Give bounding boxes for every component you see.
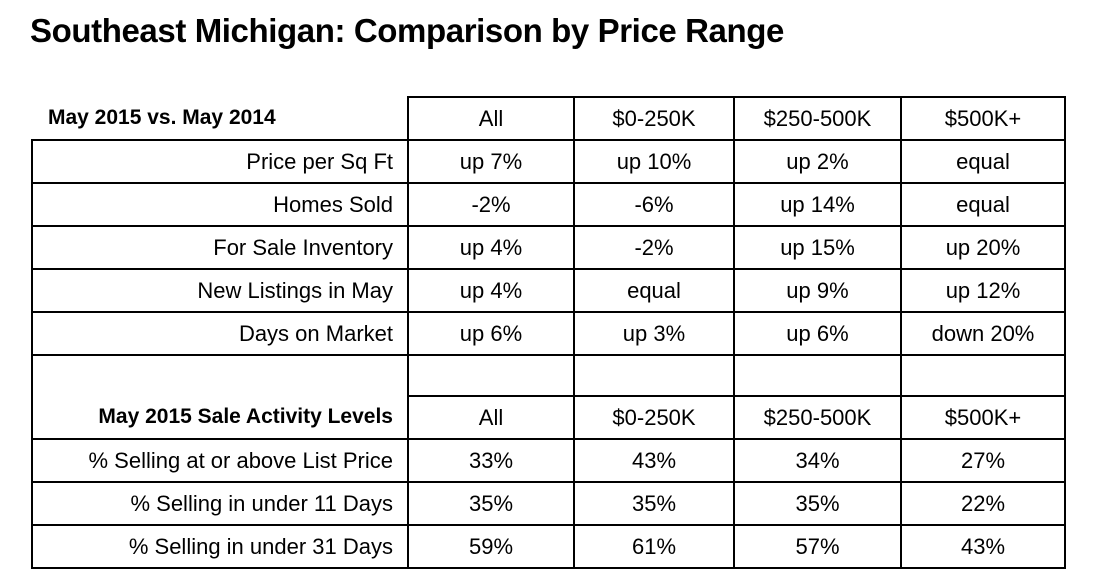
price-range-comparison-table: May 2015 vs. May 2014 All $0-250K $250-5… — [31, 96, 1066, 569]
page-title: Southeast Michigan: Comparison by Price … — [30, 12, 784, 49]
table-cell: up 15% — [733, 225, 902, 270]
table-cell: down 20% — [900, 311, 1066, 356]
row-label: % Selling in under 31 Days — [31, 524, 409, 569]
comparison-heading: May 2015 vs. May 2014 — [32, 97, 409, 141]
row-label: % Selling in under 11 Days — [31, 481, 409, 526]
table-cell: 22% — [900, 481, 1066, 526]
table-row: Price per Sq Ft up 7% up 10% up 2% equal — [31, 139, 1066, 184]
row-label: For Sale Inventory — [31, 225, 409, 270]
empty-cell — [407, 354, 575, 397]
empty-cell — [31, 354, 409, 396]
table-row: % Selling in under 31 Days 59% 61% 57% 4… — [31, 524, 1066, 569]
empty-cell — [900, 354, 1066, 397]
table-cell: up 2% — [733, 139, 902, 184]
column-header: $500K+ — [900, 96, 1066, 141]
spacer-row — [31, 354, 1066, 397]
empty-cell — [573, 354, 735, 397]
table-cell: 43% — [900, 524, 1066, 569]
table-cell: 35% — [733, 481, 902, 526]
row-label: Price per Sq Ft — [31, 139, 409, 184]
table-row: Days on Market up 6% up 3% up 6% down 20… — [31, 311, 1066, 356]
table-cell: 35% — [407, 481, 575, 526]
table-row: % Selling in under 11 Days 35% 35% 35% 2… — [31, 481, 1066, 526]
row-label: New Listings in May — [31, 268, 409, 313]
table-cell: up 20% — [900, 225, 1066, 270]
row-label: % Selling at or above List Price — [31, 438, 409, 483]
column-header: All — [407, 96, 575, 141]
column-header: All — [407, 395, 575, 440]
table-cell: 27% — [900, 438, 1066, 483]
table-cell: up 12% — [900, 268, 1066, 313]
table-cell: 34% — [733, 438, 902, 483]
table-cell: up 7% — [407, 139, 575, 184]
table-row: New Listings in May up 4% equal up 9% up… — [31, 268, 1066, 313]
activity-header-row: May 2015 Sale Activity Levels All $0-250… — [31, 395, 1066, 440]
table-cell: up 3% — [573, 311, 735, 356]
column-header: $250-500K — [733, 96, 902, 141]
table-cell: 33% — [407, 438, 575, 483]
table-cell: 61% — [573, 524, 735, 569]
table-row: For Sale Inventory up 4% -2% up 15% up 2… — [31, 225, 1066, 270]
table-cell: up 14% — [733, 182, 902, 227]
table-cell: up 4% — [407, 225, 575, 270]
table-cell: 57% — [733, 524, 902, 569]
table-cell: up 6% — [733, 311, 902, 356]
table-cell: up 4% — [407, 268, 575, 313]
table-cell: -6% — [573, 182, 735, 227]
table-cell: equal — [900, 139, 1066, 184]
column-header: $0-250K — [573, 96, 735, 141]
column-header: $250-500K — [733, 395, 902, 440]
row-label: Days on Market — [31, 311, 409, 356]
table-row: Homes Sold -2% -6% up 14% equal — [31, 182, 1066, 227]
table-cell: up 10% — [573, 139, 735, 184]
table-cell: -2% — [407, 182, 575, 227]
table-row: % Selling at or above List Price 33% 43%… — [31, 438, 1066, 483]
comparison-header-row: May 2015 vs. May 2014 All $0-250K $250-5… — [32, 96, 1066, 141]
table-cell: equal — [900, 182, 1066, 227]
column-header: $500K+ — [900, 395, 1066, 440]
activity-heading: May 2015 Sale Activity Levels — [31, 396, 409, 440]
row-label: Homes Sold — [31, 182, 409, 227]
table-cell: 35% — [573, 481, 735, 526]
table-cell: up 6% — [407, 311, 575, 356]
table-cell: equal — [573, 268, 735, 313]
table-cell: 59% — [407, 524, 575, 569]
table-cell: -2% — [573, 225, 735, 270]
empty-cell — [733, 354, 902, 397]
table-cell: up 9% — [733, 268, 902, 313]
column-header: $0-250K — [573, 395, 735, 440]
table-cell: 43% — [573, 438, 735, 483]
